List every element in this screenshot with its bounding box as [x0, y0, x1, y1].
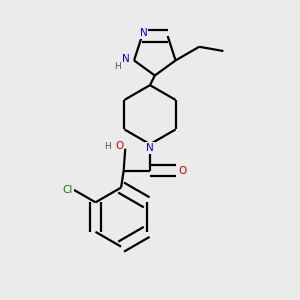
Text: H: H	[114, 62, 121, 71]
Text: O: O	[116, 141, 124, 151]
Text: N: N	[140, 28, 148, 38]
Text: N: N	[122, 54, 130, 64]
Text: N: N	[146, 143, 154, 153]
Text: H: H	[104, 142, 111, 151]
Text: O: O	[178, 166, 186, 176]
Text: Cl: Cl	[63, 185, 73, 195]
